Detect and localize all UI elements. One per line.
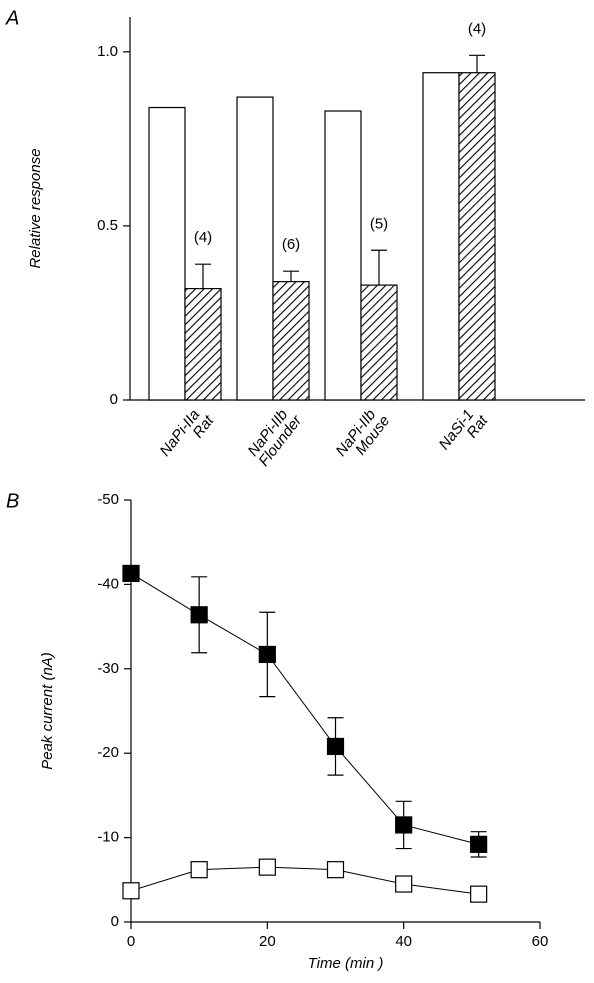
marker — [326, 861, 345, 879]
marker — [258, 645, 276, 664]
n-label: (4) — [194, 229, 212, 246]
bar — [324, 110, 362, 401]
y-tick-label: -30 — [97, 660, 119, 677]
y-tick-label: -40 — [97, 575, 119, 592]
x-tick-label: 60 — [532, 933, 549, 950]
marker — [190, 861, 208, 879]
n-label: (6) — [282, 236, 300, 253]
x-axis-label: Time (min ) — [308, 955, 384, 972]
marker — [395, 816, 413, 834]
n-label: (5) — [370, 215, 388, 232]
y-tick-label: 1.0 — [97, 43, 118, 60]
marker — [470, 835, 488, 853]
marker — [122, 882, 140, 900]
marker — [190, 606, 208, 624]
y-axis-label: Peak current (nA) — [39, 652, 56, 770]
panel-label: B — [6, 490, 19, 512]
marker — [470, 885, 488, 903]
series-line — [130, 866, 479, 895]
bar — [458, 72, 496, 401]
error-bar — [371, 249, 387, 286]
error-bar — [469, 54, 485, 73]
y-tick-label: -20 — [97, 744, 119, 761]
y-tick-label: 0 — [110, 391, 118, 408]
bar — [148, 106, 186, 401]
marker — [326, 737, 345, 756]
y-tick-label: -10 — [97, 829, 119, 846]
marker — [258, 858, 276, 876]
y-tick-label: 0 — [111, 913, 119, 930]
y-axis-label: Relative response — [27, 148, 44, 268]
n-label: (4) — [468, 20, 486, 37]
error-bar — [195, 263, 211, 289]
panel-label: A — [5, 7, 19, 29]
error-bar — [283, 270, 299, 282]
x-tick-label: 20 — [259, 933, 276, 950]
bar — [236, 96, 274, 401]
y-tick-label: 0.5 — [97, 217, 118, 234]
x-tick-label: 0 — [127, 933, 135, 950]
marker — [122, 564, 140, 583]
x-tick-label: 40 — [395, 933, 412, 950]
bar — [422, 72, 460, 401]
series-line — [130, 573, 479, 845]
bar — [272, 281, 310, 401]
y-tick-label: -50 — [97, 491, 119, 508]
marker — [395, 875, 413, 893]
bar — [360, 284, 398, 401]
bar — [184, 287, 222, 401]
